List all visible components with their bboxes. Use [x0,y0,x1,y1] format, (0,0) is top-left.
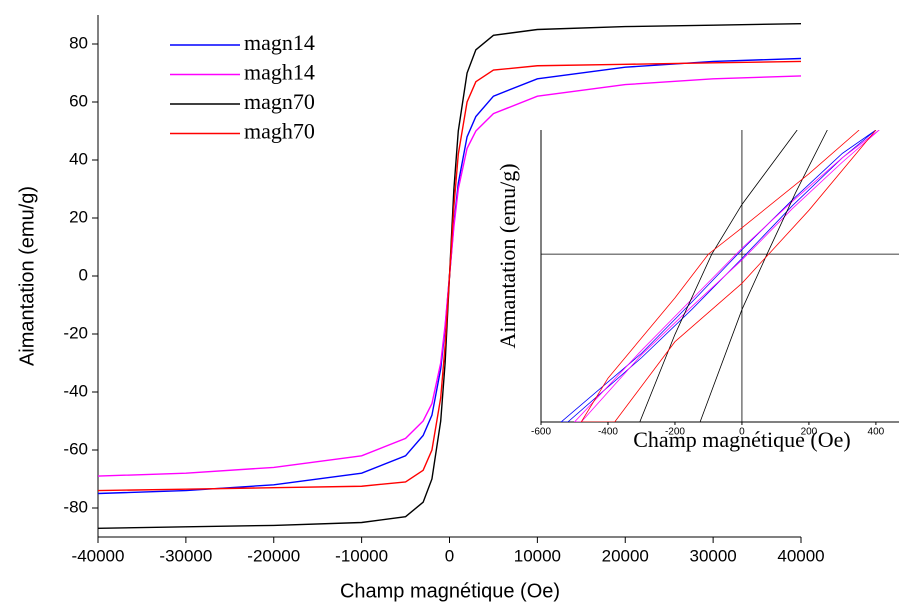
y-tick-label: 60 [69,91,88,110]
y-tick-label: 20 [69,207,88,226]
x-tick-label: -600 [531,427,551,438]
y-tick-label: -20 [63,323,88,342]
inset-background [541,130,899,422]
x-tick-label: 200 [801,427,818,438]
x-tick-label: -400 [598,427,618,438]
x-tick-label: -10000 [335,546,388,565]
x-tick-label: 0 [739,427,745,438]
x-tick-label: 0 [445,546,454,565]
x-axis-label: Champ magnétique (Oe) [633,427,851,452]
x-tick-label: 20000 [602,546,649,565]
x-tick-label: 10000 [514,546,561,565]
legend-label: magh70 [244,119,315,144]
y-tick-label: 80 [69,33,88,52]
series-line [639,130,828,422]
x-tick-label: 30000 [689,546,736,565]
y-tick-label: 0 [79,265,88,284]
y-axis-label: Aimantation (emu/g) [16,186,38,366]
y-tick-label: -60 [63,439,88,458]
plot-area [98,23,801,529]
x-axis-label: Champ magnétique (Oe) [340,580,560,602]
legend-label: magn70 [244,89,315,114]
legend-label: magn14 [244,30,315,55]
y-tick-label: -40 [63,381,88,400]
y-tick-label: 40 [69,149,88,168]
plot-area [560,130,880,422]
series-line [98,60,801,492]
y-axis-label: Aimantation (emu/g) [495,163,520,348]
y-tick-label: -80 [63,497,88,516]
x-tick-label: -30000 [159,546,212,565]
series-line [560,130,877,422]
x-tick-label: -40000 [72,546,125,565]
x-tick-label: -200 [665,427,685,438]
legend-label: magh14 [244,60,315,85]
x-tick-label: 40000 [777,546,824,565]
x-tick-label: 400 [868,427,885,438]
x-tick-label: -20000 [247,546,300,565]
series-line [580,130,877,422]
